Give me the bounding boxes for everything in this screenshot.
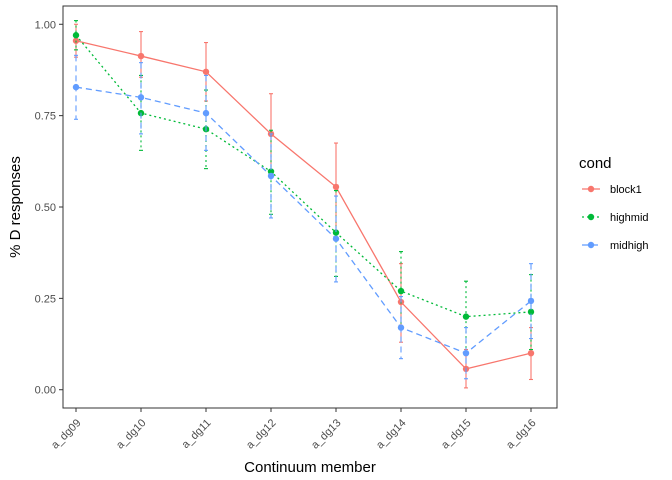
data-point [137, 94, 145, 101]
y-tick-label: 0.75 [35, 111, 56, 123]
legend-title: cond [579, 155, 612, 172]
series-highmid [72, 20, 535, 354]
series-midhigh [72, 54, 535, 380]
legend-label: block1 [610, 184, 642, 196]
legend-label: midhigh [610, 240, 649, 252]
data-point [527, 297, 535, 305]
x-axis-title: Continuum member [244, 459, 376, 476]
error-bar [74, 20, 78, 51]
legend-key-point [587, 213, 595, 221]
data-point [202, 109, 210, 117]
series-line [75, 34, 532, 318]
y-tick-label: 0.25 [35, 293, 56, 305]
data-point [332, 235, 340, 242]
y-axis-title: % D responses [7, 156, 24, 258]
error-bar [529, 263, 533, 340]
y-tick-label: 0.50 [35, 202, 56, 214]
y-tick-label: 0.00 [35, 385, 56, 397]
legend-key-point [587, 185, 595, 193]
data-point [137, 52, 145, 60]
data-point [332, 229, 340, 236]
data-point [462, 349, 470, 357]
plot-panel [62, 5, 558, 409]
legend-item-midhigh: midhigh [582, 240, 649, 252]
legend: cond block1 highmid midhigh [579, 155, 649, 252]
data-point [72, 83, 80, 91]
plot-area [62, 5, 558, 409]
legend-key-point [587, 241, 595, 249]
data-point [267, 168, 275, 175]
data-point [332, 183, 340, 191]
legend-item-highmid: highmid [582, 212, 649, 224]
error-bar [204, 74, 208, 151]
data-point [267, 172, 275, 180]
legend-label: highmid [610, 212, 649, 224]
y-axis: 0.00 0.25 0.50 0.75 1.00 [35, 19, 63, 397]
data-point [527, 308, 535, 316]
data-point [397, 287, 405, 295]
y-tick-label: 1.00 [35, 19, 56, 31]
data-point [72, 32, 80, 39]
series-line [75, 40, 532, 370]
data-point [462, 313, 470, 320]
series-line [75, 86, 532, 354]
data-point [527, 349, 535, 357]
data-point [397, 324, 405, 331]
legend-item-block1: block1 [582, 184, 642, 196]
data-point [202, 68, 210, 75]
